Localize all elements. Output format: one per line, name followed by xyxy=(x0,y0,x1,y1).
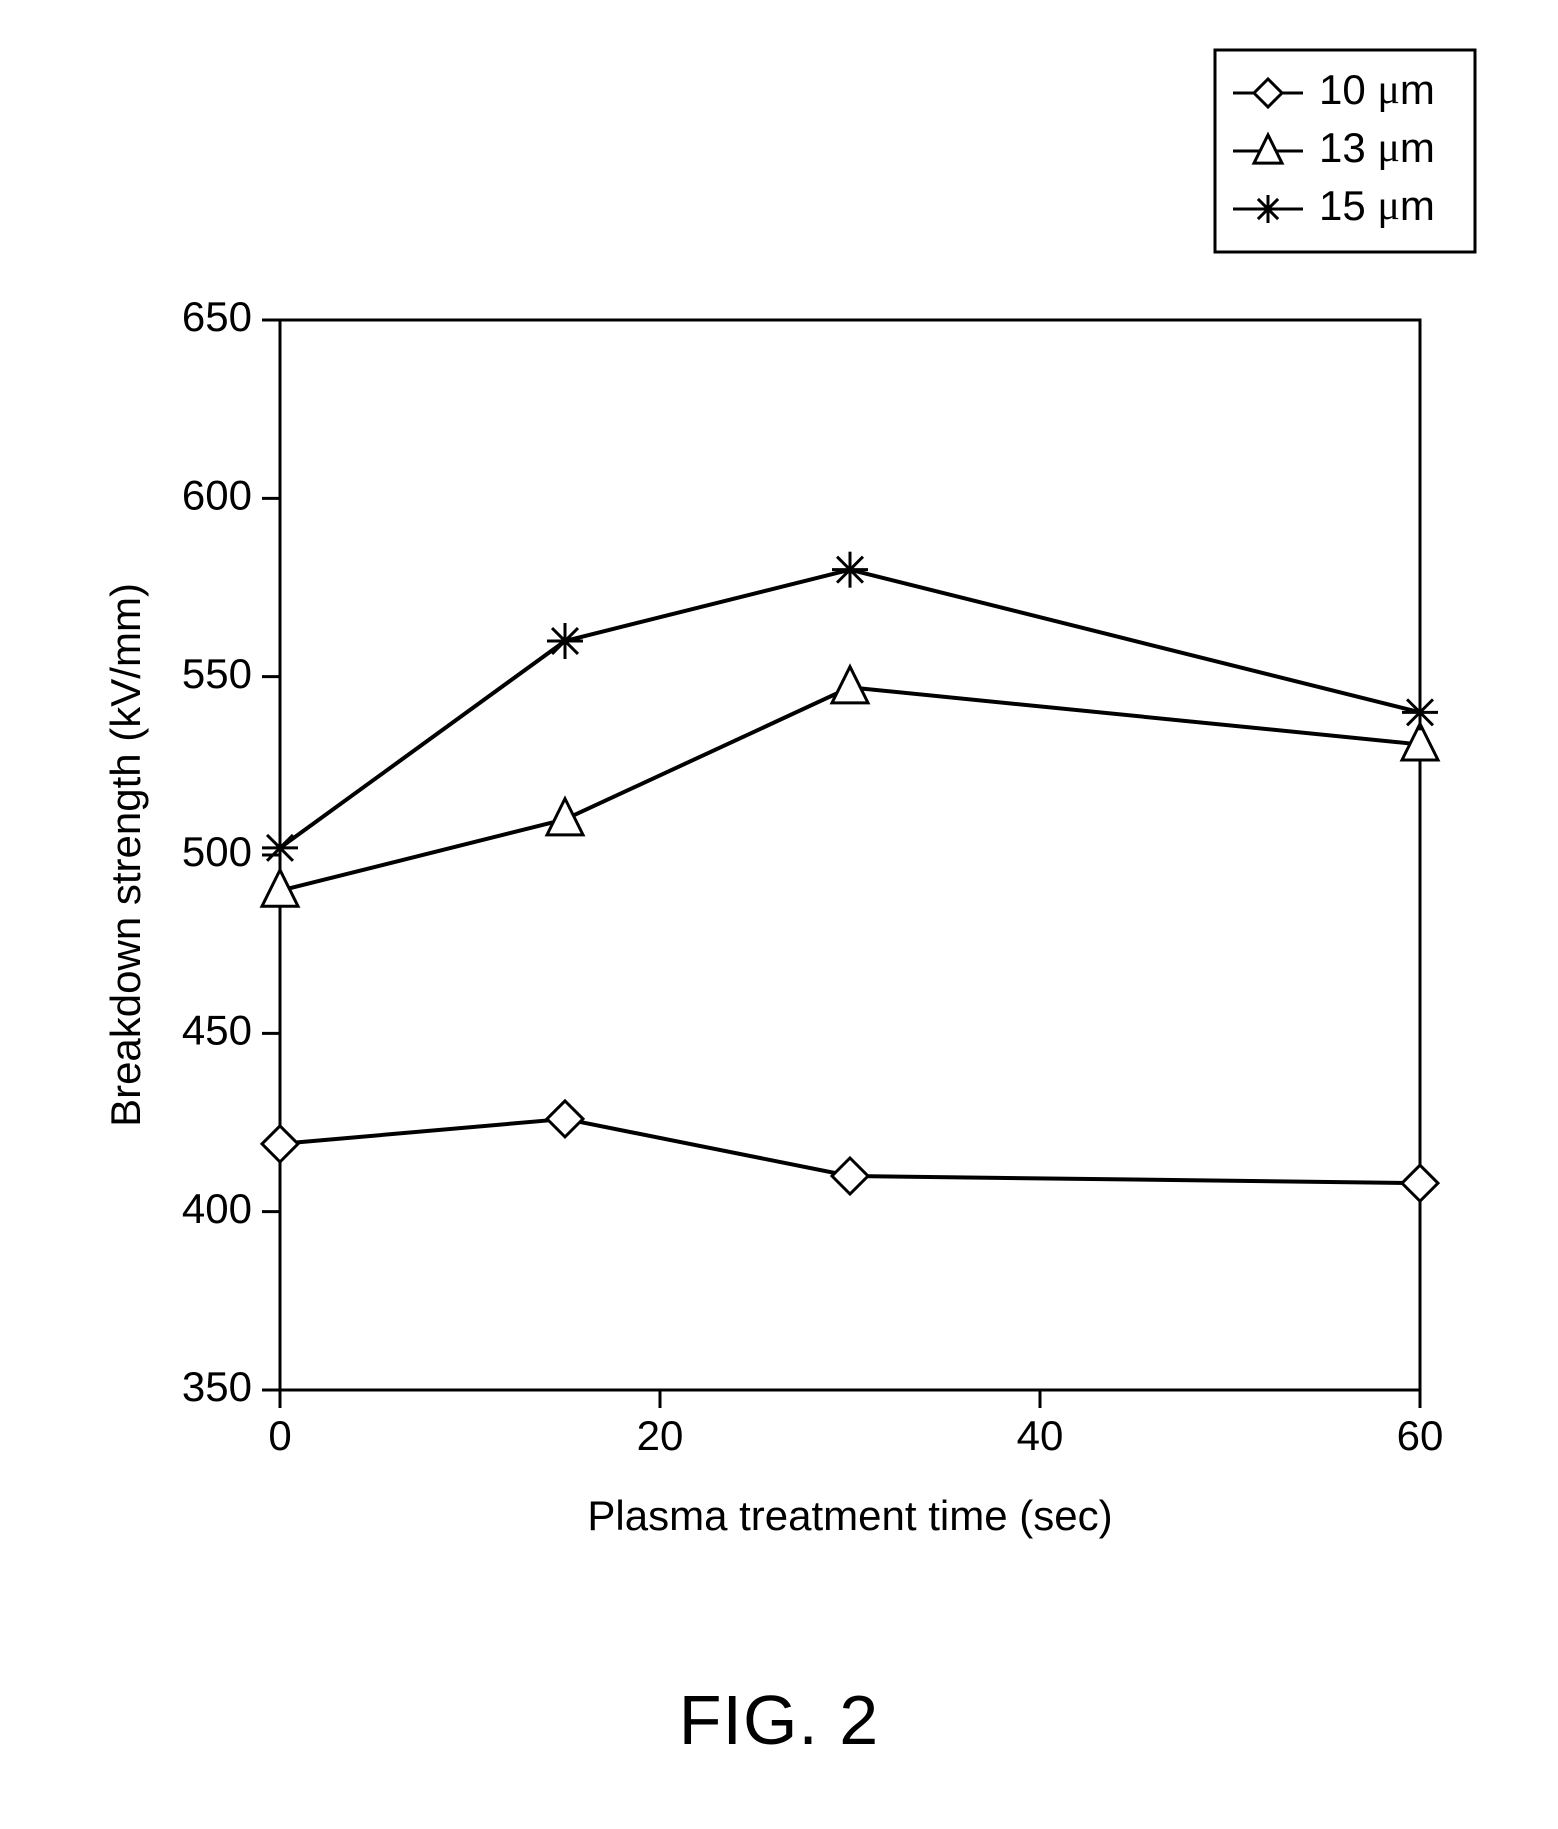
chart-svg: 350 400 450 500 550 600 650 0 20 40 60 Plasma treat… xyxy=(80,40,1480,1620)
svg-text:550: 550 xyxy=(182,650,252,697)
svg-text:650: 650 xyxy=(182,293,252,340)
svg-text:0: 0 xyxy=(268,1412,291,1459)
svg-text:20: 20 xyxy=(637,1412,684,1459)
svg-text:Plasma treatment time (sec): Plasma treatment time (sec) xyxy=(587,1492,1112,1539)
svg-text:10 μm: 10 μm xyxy=(1319,66,1435,113)
svg-text:60: 60 xyxy=(1397,1412,1444,1459)
page: 350 400 450 500 550 600 650 0 20 40 60 Plasma treat… xyxy=(0,0,1558,1829)
chart-container: 350 400 450 500 550 600 650 0 20 40 60 Plasma treat… xyxy=(80,40,1480,1620)
svg-text:Breakdown strength (kV/mm): Breakdown strength (kV/mm) xyxy=(102,583,149,1127)
svg-text:450: 450 xyxy=(182,1006,252,1053)
svg-text:600: 600 xyxy=(182,471,252,518)
svg-text:13 μm: 13 μm xyxy=(1319,124,1435,171)
svg-text:500: 500 xyxy=(182,828,252,875)
legend: 10 μm 13 μm 15 μm xyxy=(1215,50,1475,252)
svg-text:40: 40 xyxy=(1017,1412,1064,1459)
svg-text:15 μm: 15 μm xyxy=(1319,182,1435,229)
svg-text:350: 350 xyxy=(182,1363,252,1410)
svg-text:400: 400 xyxy=(182,1185,252,1232)
figure-caption: FIG. 2 xyxy=(0,1680,1558,1760)
